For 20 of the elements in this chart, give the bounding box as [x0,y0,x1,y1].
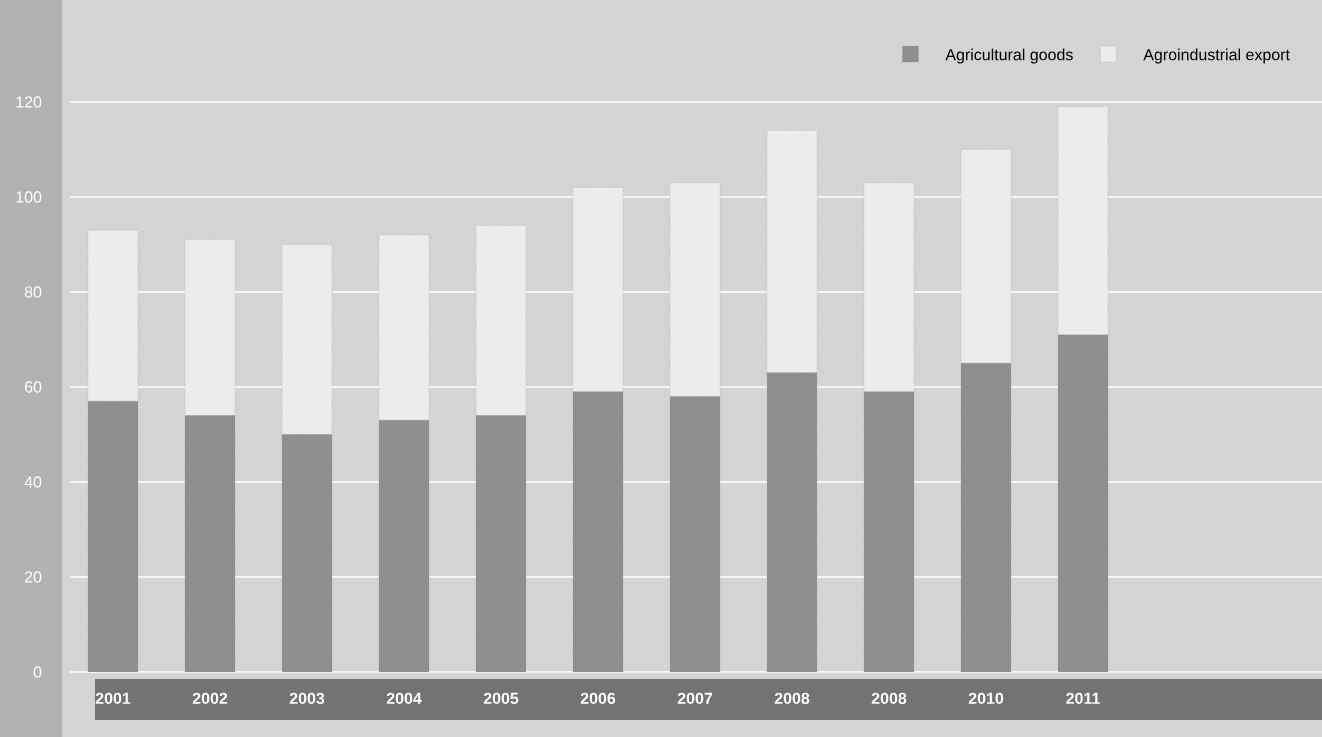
y-tick-label: 120 [16,96,42,108]
x-tick-label: 2011 [1066,692,1100,705]
legend-label: Agroindustrial export [1143,48,1290,64]
y-tick-label: 80 [24,286,42,298]
x-tick-label: 2001 [95,692,131,705]
x-tick-label: 2005 [483,692,519,705]
x-tick-label: 2006 [580,692,616,705]
y-tick-label: 100 [16,191,42,203]
x-tick-label: 2007 [677,692,713,705]
x-tick-label: 2004 [386,692,422,705]
y-tick-label: 0 [33,666,42,678]
x-tick-label: 2008 [871,692,907,705]
x-tick-label: 2010 [968,692,1004,705]
x-tick-label: 2002 [192,692,228,705]
y-tick-label: 60 [24,381,42,393]
x-tick-label: 2003 [289,692,325,705]
x-tick-label: 2008 [774,692,810,705]
y-tick-label: 20 [24,571,42,583]
legend-label: Agricultural goods [945,48,1073,64]
y-tick-label: 40 [24,476,42,488]
